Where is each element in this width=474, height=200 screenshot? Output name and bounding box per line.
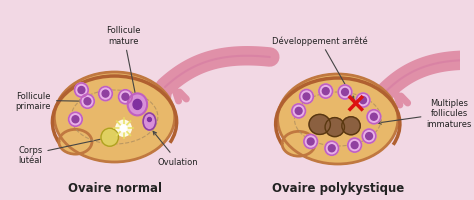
Ellipse shape <box>319 85 333 99</box>
Ellipse shape <box>74 84 88 98</box>
Ellipse shape <box>118 90 132 104</box>
Ellipse shape <box>362 129 376 143</box>
Ellipse shape <box>102 91 109 98</box>
Ellipse shape <box>72 116 79 123</box>
Text: Ovulation: Ovulation <box>153 132 198 166</box>
Ellipse shape <box>371 114 377 121</box>
Text: Ovaire normal: Ovaire normal <box>67 181 162 194</box>
Text: Follicule
primaire: Follicule primaire <box>16 91 83 110</box>
Ellipse shape <box>101 129 118 147</box>
Ellipse shape <box>356 94 370 108</box>
Ellipse shape <box>55 73 175 162</box>
Ellipse shape <box>133 100 142 110</box>
Text: Ovaire polykystique: Ovaire polykystique <box>272 181 404 194</box>
Ellipse shape <box>367 110 381 124</box>
Ellipse shape <box>303 94 310 100</box>
Ellipse shape <box>59 130 92 154</box>
Ellipse shape <box>351 142 358 149</box>
Ellipse shape <box>295 108 302 115</box>
Ellipse shape <box>304 135 318 149</box>
Ellipse shape <box>322 88 329 95</box>
Ellipse shape <box>300 90 313 104</box>
Ellipse shape <box>116 121 131 137</box>
Ellipse shape <box>342 117 360 135</box>
Text: Corps
lutéal: Corps lutéal <box>18 137 106 164</box>
Ellipse shape <box>128 94 147 116</box>
Ellipse shape <box>325 118 345 137</box>
Ellipse shape <box>78 87 85 94</box>
Ellipse shape <box>360 97 366 104</box>
Text: Développement arrêté: Développement arrêté <box>272 36 368 100</box>
Ellipse shape <box>307 138 314 145</box>
Ellipse shape <box>325 142 338 155</box>
Ellipse shape <box>69 113 82 127</box>
Ellipse shape <box>143 113 156 130</box>
Ellipse shape <box>147 118 151 122</box>
Ellipse shape <box>81 95 94 109</box>
Ellipse shape <box>282 132 315 156</box>
Ellipse shape <box>328 145 335 152</box>
Ellipse shape <box>342 89 348 96</box>
Text: Multiples
follicules
immatures: Multiples follicules immatures <box>378 98 472 128</box>
Ellipse shape <box>309 115 330 135</box>
Ellipse shape <box>348 138 361 152</box>
Ellipse shape <box>292 104 305 118</box>
Ellipse shape <box>338 86 352 100</box>
Text: Follicule
mature: Follicule mature <box>106 26 141 101</box>
Ellipse shape <box>120 125 127 132</box>
Ellipse shape <box>278 75 398 164</box>
Ellipse shape <box>84 98 91 105</box>
Ellipse shape <box>122 94 129 101</box>
Ellipse shape <box>365 133 373 140</box>
Ellipse shape <box>99 87 112 101</box>
